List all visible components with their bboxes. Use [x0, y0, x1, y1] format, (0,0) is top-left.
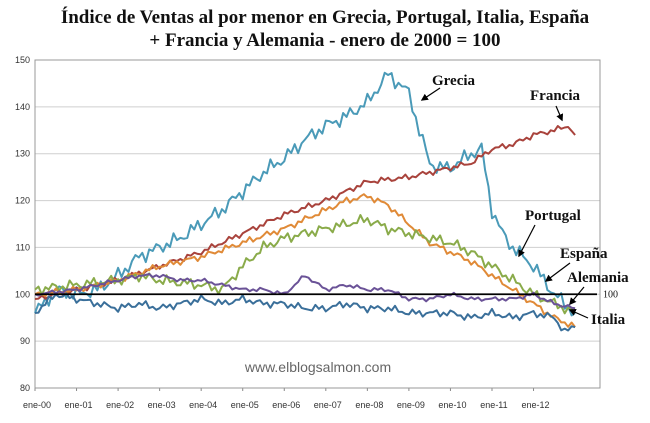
x-tick-label: ene-12 [522, 400, 550, 410]
annotation-label-grecia: Grecia [432, 73, 476, 89]
annotation-label-francia: Francia [530, 88, 580, 104]
gridlines [35, 59, 600, 389]
x-tick-label: ene-05 [231, 400, 259, 410]
y-tick-label: 100 [15, 289, 30, 299]
series-line-grecia [34, 71, 576, 317]
x-tick-label: ene-07 [314, 400, 342, 410]
y-tick-label: 80 [20, 383, 30, 393]
annotation-arrow [569, 286, 585, 306]
x-tick-label: ene-11 [480, 400, 507, 410]
annotation-label-alemania: Alemania [567, 270, 629, 286]
reference-line-label: 100 [603, 289, 618, 300]
annotation-arrow [420, 87, 441, 101]
y-axis-ticks: 80 90 100 110 120 130 140 150 [15, 55, 30, 393]
x-tick-label: ene-03 [148, 400, 176, 410]
x-axis-ticks: ene-00 ene-01 ene-02 ene-03 ene-04 ene-05 ene-… [23, 388, 550, 410]
y-tick-label: 140 [15, 102, 30, 112]
reference-line-100: 100 [35, 289, 618, 300]
x-tick-label: ene-00 [23, 400, 51, 410]
x-tick-label: ene-06 [272, 400, 300, 410]
y-tick-label: 130 [15, 149, 30, 159]
x-tick-label: ene-09 [397, 400, 425, 410]
x-tick-label: ene-04 [189, 400, 217, 410]
watermark: www.elblogsalmon.com [244, 359, 391, 375]
annotation-label-portugal: Portugal [525, 208, 581, 224]
series-lines [34, 71, 576, 332]
x-tick-label: ene-10 [438, 400, 466, 410]
y-tick-label: 150 [15, 55, 30, 65]
series-line-alemania [34, 273, 576, 310]
annotation-arrow [568, 309, 589, 319]
chart-title-line-2: + Francia y Alemania - enero de 2000 = 1… [149, 30, 501, 51]
x-tick-label: ene-01 [65, 400, 93, 410]
annotation-label-españa: España [560, 246, 608, 262]
y-tick-label: 90 [20, 336, 30, 346]
x-tick-label: ene-02 [106, 400, 134, 410]
x-tick-label: ene-08 [355, 400, 383, 410]
annotation-arrow [518, 224, 536, 258]
series-line-italia [34, 292, 576, 332]
y-tick-label: 120 [15, 196, 30, 206]
annotation-arrow [544, 262, 571, 282]
series-annotations: Grecia Francia Portugal España Alemania Itali… [420, 73, 629, 328]
chart-title-line-1: Índice de Ventas al por menor en Grecia,… [60, 7, 590, 28]
y-tick-label: 110 [16, 242, 30, 252]
annotation-label-italia: Italia [591, 312, 626, 328]
series-line-portugal [34, 193, 576, 328]
plot-frame [34, 59, 601, 389]
annotation-arrow [555, 105, 564, 122]
